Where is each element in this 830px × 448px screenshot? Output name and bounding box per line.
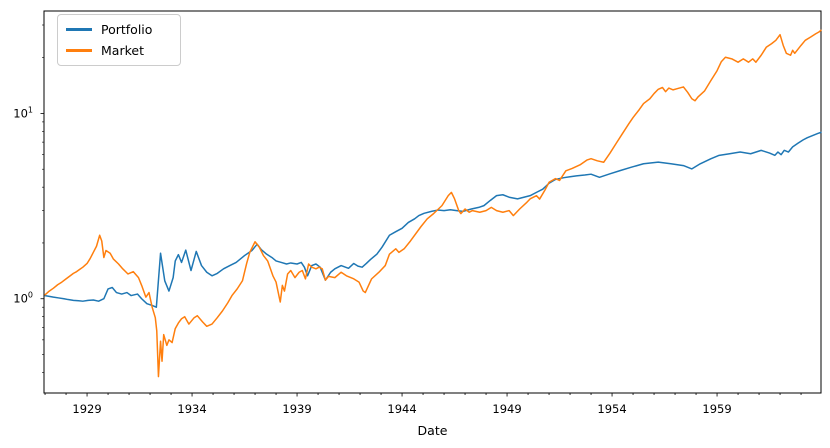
axes-frame xyxy=(43,10,822,394)
legend-label-market: Market xyxy=(101,42,144,58)
x-tick-label: 1934 xyxy=(177,402,206,416)
portfolio-line-swatch xyxy=(66,27,92,31)
market-line-swatch xyxy=(66,48,92,52)
market-line xyxy=(44,29,822,378)
x-tick-label: 1954 xyxy=(597,402,626,416)
portfolio-line xyxy=(44,131,822,308)
y-tick-label: 101 xyxy=(13,105,33,120)
x-tick-label: 1929 xyxy=(72,402,101,416)
legend-label-portfolio: Portfolio xyxy=(101,21,153,37)
x-tick-label: 1939 xyxy=(282,402,311,416)
y-tick-label: 100 xyxy=(13,291,33,306)
legend-entry-portfolio: Portfolio xyxy=(66,21,170,37)
x-tick-label: 1949 xyxy=(492,402,521,416)
x-tick-label: 1944 xyxy=(387,402,416,416)
legend: Portfolio Market xyxy=(57,14,181,66)
legend-entry-market: Market xyxy=(66,42,170,58)
x-axis-label: Date xyxy=(417,423,448,438)
x-tick-label: 1959 xyxy=(702,402,731,416)
